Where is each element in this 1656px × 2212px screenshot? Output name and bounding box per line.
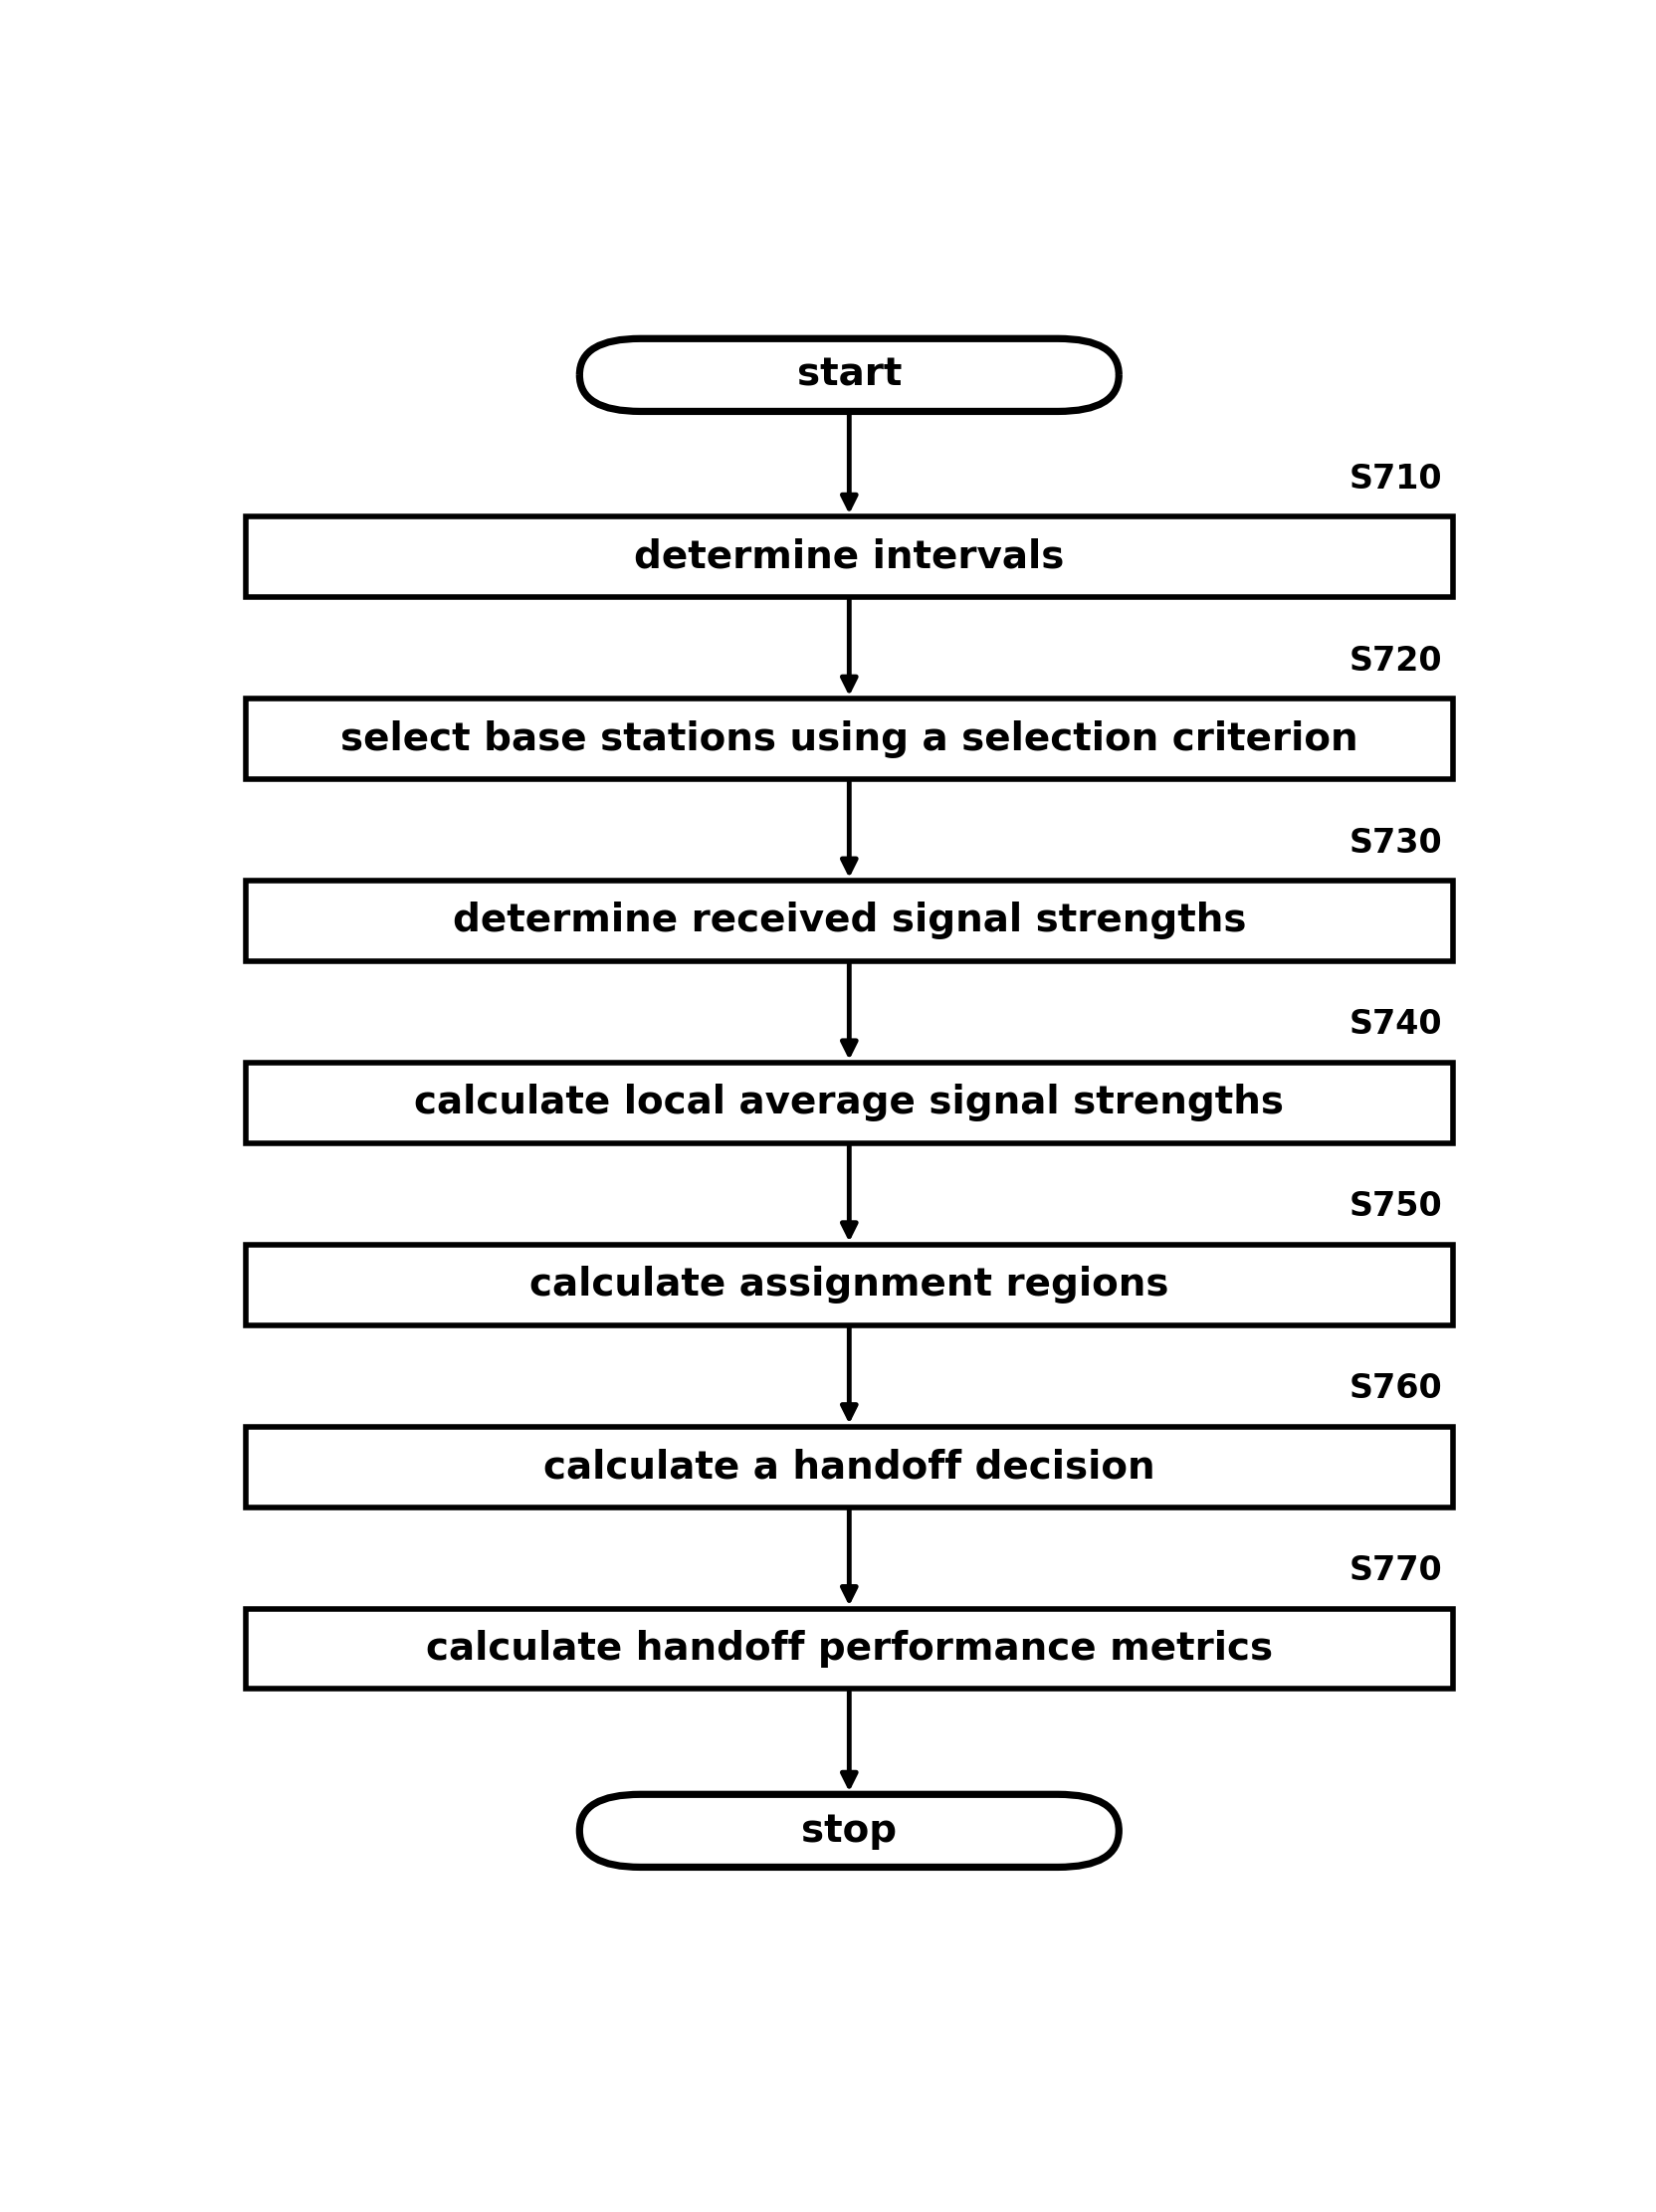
Text: stop: stop [802,1812,896,1849]
FancyBboxPatch shape [580,338,1118,411]
Text: determine received signal strengths: determine received signal strengths [452,902,1245,940]
Text: calculate handoff performance metrics: calculate handoff performance metrics [426,1630,1272,1668]
FancyBboxPatch shape [580,1794,1118,1867]
Text: calculate a handoff decision: calculate a handoff decision [543,1449,1154,1486]
Bar [245,1608,1452,1690]
Bar [245,1062,1452,1144]
Text: start: start [797,356,901,394]
Text: S750: S750 [1348,1190,1442,1223]
Text: calculate assignment regions: calculate assignment regions [530,1265,1167,1303]
Bar [245,518,1452,597]
Text: calculate local average signal strengths: calculate local average signal strengths [414,1084,1283,1121]
Bar [245,1427,1452,1506]
Text: S710: S710 [1348,462,1442,495]
Text: S740: S740 [1348,1009,1442,1042]
Text: S770: S770 [1348,1555,1442,1588]
Text: determine intervals: determine intervals [634,538,1063,575]
Text: S730: S730 [1348,827,1442,858]
Text: S720: S720 [1348,644,1442,677]
Bar [245,880,1452,962]
Text: select base stations using a selection criterion: select base stations using a selection c… [339,721,1358,759]
Text: S760: S760 [1348,1371,1442,1405]
Bar [245,1245,1452,1325]
Bar [245,699,1452,779]
